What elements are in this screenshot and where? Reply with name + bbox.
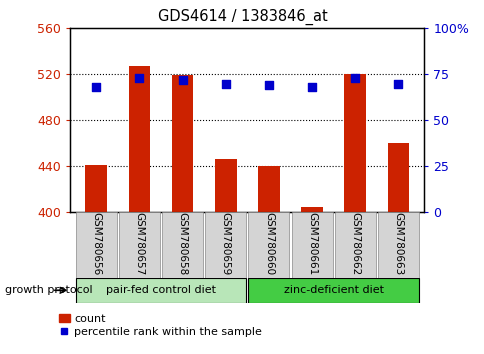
Bar <box>205 212 246 278</box>
Point <box>394 81 402 86</box>
Bar <box>334 212 375 278</box>
Text: GSM780660: GSM780660 <box>263 212 273 275</box>
Bar <box>214 159 236 212</box>
Bar <box>76 212 117 278</box>
Text: pair-fed control diet: pair-fed control diet <box>106 285 215 295</box>
Point <box>221 81 229 86</box>
Bar <box>162 212 203 278</box>
Text: GSM780663: GSM780663 <box>393 212 403 275</box>
Bar <box>344 74 365 212</box>
Text: GSM780662: GSM780662 <box>349 212 360 275</box>
Point <box>308 84 316 90</box>
Text: GDS4614 / 1383846_at: GDS4614 / 1383846_at <box>157 9 327 25</box>
Point <box>265 82 272 88</box>
Bar <box>377 212 418 278</box>
Bar <box>171 75 193 212</box>
Text: GSM780656: GSM780656 <box>91 212 101 275</box>
Text: GSM780659: GSM780659 <box>220 212 230 275</box>
Bar <box>119 212 160 278</box>
Bar <box>248 278 418 303</box>
Point <box>351 75 359 81</box>
Text: GSM780657: GSM780657 <box>134 212 144 275</box>
Bar <box>301 207 322 212</box>
Bar <box>248 212 289 278</box>
Bar <box>257 166 279 212</box>
Point <box>92 84 100 90</box>
Text: zinc-deficient diet: zinc-deficient diet <box>283 285 383 295</box>
Bar <box>387 143 408 212</box>
Text: GSM780661: GSM780661 <box>306 212 317 275</box>
Text: growth protocol: growth protocol <box>5 285 92 295</box>
Point <box>178 77 186 83</box>
Bar <box>291 212 332 278</box>
Point <box>135 75 143 81</box>
Bar <box>76 278 246 303</box>
Legend: count, percentile rank within the sample: count, percentile rank within the sample <box>54 309 266 341</box>
Bar <box>128 66 150 212</box>
Text: GSM780658: GSM780658 <box>177 212 187 275</box>
Bar <box>85 165 107 212</box>
